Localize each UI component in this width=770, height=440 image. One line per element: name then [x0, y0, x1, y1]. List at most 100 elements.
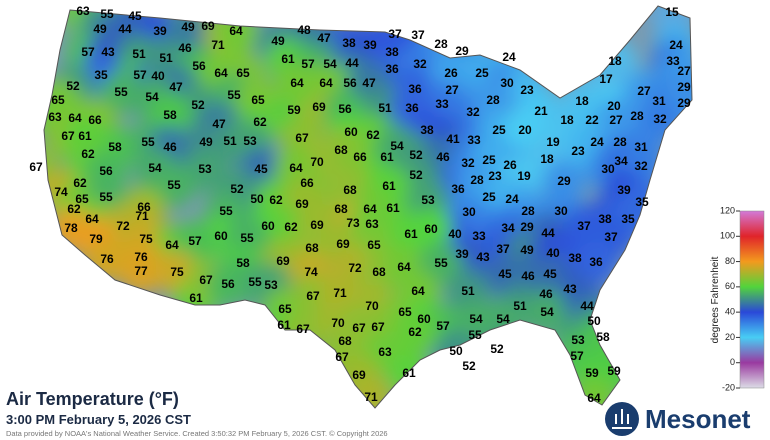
station-temperature: 18 — [608, 54, 622, 68]
station-temperature: 61 — [404, 227, 418, 241]
station-temperature: 64 — [229, 24, 243, 38]
station-temperature: 62 — [253, 115, 267, 129]
station-temperature: 60 — [417, 312, 431, 326]
station-temperature: 71 — [364, 390, 378, 404]
station-temperature: 66 — [353, 150, 367, 164]
station-temperature: 26 — [503, 158, 517, 172]
station-temperature: 61 — [386, 201, 400, 215]
station-temperature: 24 — [669, 38, 683, 52]
station-temperature: 45 — [543, 267, 557, 281]
station-temperature: 57 — [301, 57, 315, 71]
station-temperature: 71 — [333, 286, 347, 300]
station-temperature: 64 — [411, 284, 425, 298]
station-temperature: 63 — [378, 345, 392, 359]
station-temperature: 46 — [521, 269, 535, 283]
station-temperature: 30 — [462, 205, 476, 219]
station-temperature: 72 — [116, 219, 130, 233]
station-temperature: 38 — [385, 45, 399, 59]
station-temperature: 27 — [609, 113, 623, 127]
station-temperature: 53 — [421, 193, 435, 207]
station-temperature: 63 — [365, 217, 379, 231]
station-temperature: 68 — [343, 183, 357, 197]
station-temperature: 47 — [212, 117, 226, 131]
station-temperature: 24 — [502, 50, 516, 64]
station-temperature: 64 — [165, 238, 179, 252]
field-blobs — [44, 6, 692, 408]
station-temperature: 71 — [211, 38, 225, 52]
station-temperature: 51 — [132, 47, 146, 61]
station-temperature: 56 — [343, 76, 357, 90]
station-temperature: 60 — [261, 219, 275, 233]
station-temperature: 65 — [51, 93, 65, 107]
station-temperature: 37 — [604, 230, 618, 244]
station-temperature: 48 — [297, 23, 311, 37]
station-temperature: 55 — [227, 88, 241, 102]
station-temperature: 63 — [48, 110, 62, 124]
station-temperature: 47 — [317, 31, 331, 45]
station-temperature: 67 — [306, 289, 320, 303]
station-temperature: 57 — [436, 319, 450, 333]
station-temperature: 68 — [338, 334, 352, 348]
station-temperature: 68 — [334, 202, 348, 216]
station-temperature: 65 — [236, 66, 250, 80]
station-temperature: 52 — [490, 342, 504, 356]
station-temperature: 52 — [462, 359, 476, 373]
station-temperature: 24 — [590, 135, 604, 149]
station-temperature: 38 — [598, 212, 612, 226]
station-temperature: 62 — [366, 128, 380, 142]
station-temperature: 33 — [472, 229, 486, 243]
station-temperature: 59 — [585, 366, 599, 380]
station-temperature: 55 — [114, 85, 128, 99]
station-temperature: 51 — [159, 51, 173, 65]
station-temperature: 68 — [305, 241, 319, 255]
station-temperature: 33 — [435, 97, 449, 111]
station-temperature: 75 — [139, 232, 153, 246]
station-temperature: 25 — [482, 153, 496, 167]
station-temperature: 54 — [145, 90, 159, 104]
station-temperature: 49 — [271, 34, 285, 48]
station-temperature: 79 — [89, 232, 103, 246]
station-temperature: 52 — [191, 98, 205, 112]
station-temperature: 37 — [411, 28, 425, 42]
logo: Mesonet — [605, 402, 751, 436]
colorbar-tick-label: 100 — [720, 231, 735, 241]
station-temperature: 54 — [323, 57, 337, 71]
station-temperature: 58 — [163, 108, 177, 122]
station-temperature: 31 — [634, 140, 648, 154]
station-temperature: 66 — [137, 200, 151, 214]
station-temperature: 59 — [287, 103, 301, 117]
station-temperature: 65 — [278, 302, 292, 316]
station-temperature: 36 — [408, 82, 422, 96]
station-temperature: 63 — [76, 4, 90, 18]
temperature-blob — [275, 62, 319, 106]
station-temperature: 76 — [134, 250, 148, 264]
station-temperature: 49 — [181, 20, 195, 34]
station-temperature: 31 — [652, 94, 666, 108]
station-temperature: 22 — [585, 113, 599, 127]
station-temperature: 30 — [601, 162, 615, 176]
station-temperature: 18 — [575, 94, 589, 108]
station-temperature: 35 — [635, 195, 649, 209]
station-temperature: 64 — [289, 161, 303, 175]
station-temperature: 36 — [589, 255, 603, 269]
station-temperature: 25 — [475, 66, 489, 80]
station-temperature: 29 — [557, 174, 571, 188]
station-temperature: 29 — [520, 220, 534, 234]
station-temperature: 61 — [277, 318, 291, 332]
station-temperature: 52 — [409, 148, 423, 162]
station-temperature: 39 — [617, 183, 631, 197]
station-temperature: 70 — [331, 316, 345, 330]
station-temperature: 33 — [467, 133, 481, 147]
station-temperature: 66 — [300, 176, 314, 190]
station-temperature: 65 — [251, 93, 265, 107]
station-temperature: 49 — [199, 135, 213, 149]
station-temperature: 51 — [378, 101, 392, 115]
station-temperature: 27 — [637, 84, 651, 98]
station-temperature: 32 — [634, 159, 648, 173]
temperature-blob — [572, 377, 616, 408]
station-temperature: 18 — [540, 152, 554, 166]
station-temperature: 19 — [546, 135, 560, 149]
station-temperature: 54 — [390, 139, 404, 153]
station-temperature: 64 — [214, 66, 228, 80]
